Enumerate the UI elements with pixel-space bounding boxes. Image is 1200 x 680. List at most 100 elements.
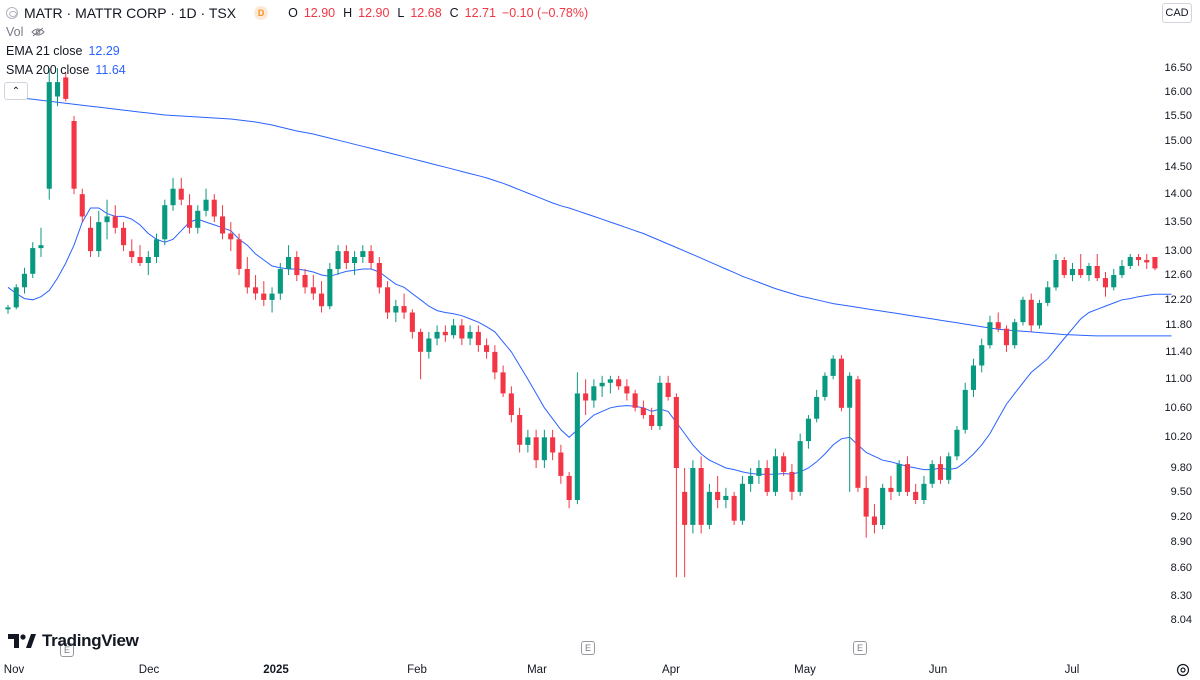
candle[interactable]	[789, 464, 795, 501]
candle[interactable]	[13, 284, 19, 310]
earnings-marker[interactable]: E	[853, 641, 867, 655]
candle[interactable]	[1111, 268, 1117, 291]
candle[interactable]	[121, 222, 127, 252]
candle[interactable]	[1078, 254, 1084, 279]
candle[interactable]	[946, 452, 952, 484]
candle[interactable]	[673, 393, 679, 578]
candle[interactable]	[253, 275, 259, 300]
candle[interactable]	[574, 372, 580, 505]
candle[interactable]	[599, 375, 605, 397]
candle[interactable]	[492, 345, 498, 380]
sma200-line[interactable]	[7, 95, 1172, 337]
candle[interactable]	[1003, 325, 1009, 352]
candle[interactable]	[649, 407, 655, 430]
candle[interactable]	[706, 483, 712, 530]
candle[interactable]	[112, 205, 118, 234]
candle[interactable]	[657, 375, 663, 430]
candle[interactable]	[368, 245, 374, 269]
candle[interactable]	[698, 456, 704, 534]
candle[interactable]	[21, 267, 27, 294]
candle[interactable]	[154, 233, 160, 263]
candle[interactable]	[475, 325, 481, 352]
candle[interactable]	[195, 205, 201, 234]
candle[interactable]	[335, 245, 341, 276]
candle[interactable]	[228, 222, 234, 252]
symbol-title[interactable]: MATR · MATTR CORP · 1D · TSX	[24, 5, 237, 21]
delayed-data-badge[interactable]: D	[254, 6, 269, 20]
candle[interactable]	[46, 68, 52, 200]
candle[interactable]	[236, 233, 242, 276]
candle[interactable]	[451, 318, 457, 339]
candle[interactable]	[434, 325, 440, 346]
candle[interactable]	[484, 338, 490, 359]
candle[interactable]	[756, 460, 762, 484]
candle[interactable]	[162, 199, 168, 246]
candle[interactable]	[896, 460, 902, 496]
candle[interactable]	[558, 444, 564, 484]
candle[interactable]	[1036, 299, 1042, 329]
candle[interactable]	[1102, 272, 1108, 297]
candle[interactable]	[682, 468, 688, 578]
candle[interactable]	[772, 448, 778, 496]
candle[interactable]	[277, 262, 283, 300]
candle[interactable]	[1094, 254, 1100, 282]
candle[interactable]	[616, 375, 622, 390]
candle[interactable]	[129, 239, 135, 263]
candle[interactable]	[145, 251, 151, 276]
candle[interactable]	[244, 256, 250, 294]
candle[interactable]	[96, 210, 102, 257]
candle[interactable]	[855, 375, 861, 492]
candle[interactable]	[352, 251, 358, 276]
candle[interactable]	[459, 318, 465, 346]
candle[interactable]	[500, 365, 506, 397]
candle[interactable]	[1028, 293, 1034, 332]
candle[interactable]	[319, 281, 325, 313]
candle[interactable]	[261, 281, 267, 307]
candle[interactable]	[904, 456, 910, 496]
candle[interactable]	[55, 68, 61, 107]
candle[interactable]	[467, 325, 473, 346]
candle[interactable]	[63, 72, 69, 102]
candle[interactable]	[607, 375, 613, 394]
candle[interactable]	[302, 268, 308, 294]
candle[interactable]	[550, 429, 556, 461]
candle[interactable]	[137, 245, 143, 266]
candle[interactable]	[970, 358, 976, 397]
candle[interactable]	[954, 426, 960, 461]
candle[interactable]	[624, 379, 630, 401]
candle[interactable]	[797, 433, 803, 496]
candle[interactable]	[38, 227, 44, 257]
candle[interactable]	[310, 275, 316, 300]
candle[interactable]	[71, 116, 77, 195]
candle[interactable]	[591, 379, 597, 408]
candle[interactable]	[541, 429, 547, 469]
candle[interactable]	[376, 256, 382, 294]
candle[interactable]	[385, 281, 391, 319]
currency-button[interactable]: CAD	[1162, 3, 1192, 23]
candle[interactable]	[929, 460, 935, 488]
candle[interactable]	[30, 242, 36, 279]
candle[interactable]	[517, 407, 523, 453]
candle[interactable]	[1152, 256, 1158, 271]
candle[interactable]	[863, 475, 869, 538]
candle[interactable]	[525, 429, 531, 453]
candle[interactable]	[1020, 296, 1026, 326]
earnings-marker[interactable]: E	[581, 641, 595, 655]
candle[interactable]	[847, 372, 853, 492]
candle[interactable]	[814, 389, 820, 423]
candle[interactable]	[764, 460, 770, 496]
candle[interactable]	[665, 375, 671, 401]
candle[interactable]	[566, 471, 572, 509]
candle[interactable]	[508, 386, 514, 423]
candle[interactable]	[401, 293, 407, 319]
symbol-legend[interactable]: MATR · MATTR CORP · 1D · TSX D O 12.90 H…	[6, 4, 588, 22]
candle[interactable]	[211, 194, 217, 223]
ema21-line[interactable]	[7, 207, 1172, 475]
candle[interactable]	[178, 177, 184, 206]
candle[interactable]	[1135, 254, 1141, 266]
candle[interactable]	[1069, 262, 1075, 282]
candle[interactable]	[409, 309, 415, 339]
candle[interactable]	[343, 245, 349, 269]
candle[interactable]	[170, 177, 176, 211]
